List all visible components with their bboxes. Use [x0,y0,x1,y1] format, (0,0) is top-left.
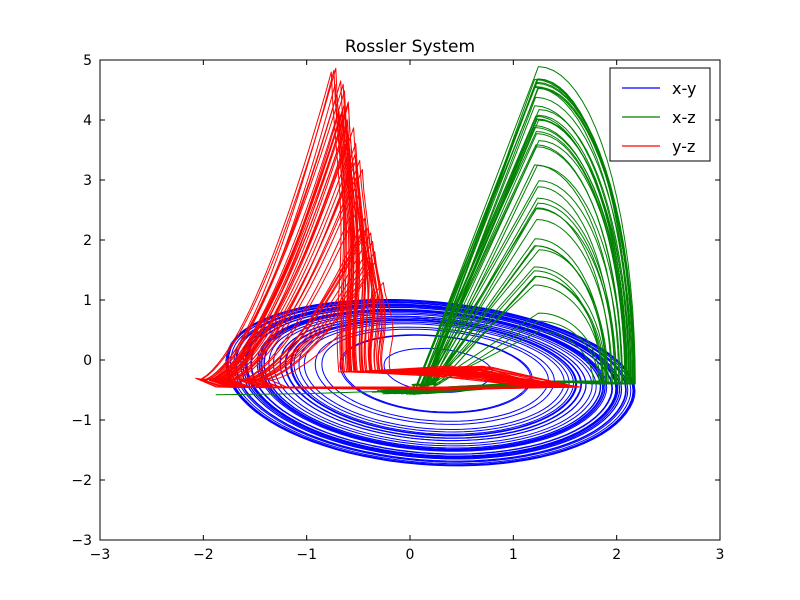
series-xz-line [386,125,627,395]
y-tick-label: 3 [83,173,92,189]
series-xy-line [227,299,634,466]
tick-labels-layer: −3 −2 −1 0 1 2 3 −3 −2 −1 0 1 2 3 4 5 [71,53,724,563]
series-yz-line [237,194,567,390]
x-tick-label: −1 [296,547,317,563]
x-tick-label: 0 [406,547,415,563]
series-yz-line [227,154,578,389]
series-xz-line [374,127,628,393]
y-tick-label: −1 [71,413,92,429]
series-yz-line [228,159,525,390]
series-yz-line [206,104,555,389]
y-tick-label: 5 [83,53,92,69]
x-tick-label: 3 [716,547,725,563]
chart-title: Rossler System [345,37,475,57]
series-xz-line [422,284,604,392]
y-tick-label: 2 [83,233,92,249]
x-tick-label: −2 [193,547,214,563]
series-xy-line [383,347,493,393]
series-xy-line [230,300,632,465]
series-yz-line [249,232,530,389]
series-yz-line [265,282,568,391]
ticks-layer [99,59,721,541]
series-xz-line [394,119,628,392]
series-xz-line [397,249,609,395]
series-xz-line [401,266,607,395]
series-xz-line [415,245,608,394]
y-tick-label: −2 [71,473,92,489]
series-xz-line [393,275,605,395]
series-yz-line [248,240,551,390]
series-yz-line [204,69,527,388]
series-xz-line [386,312,601,391]
series-yz-line [241,229,554,389]
series-xy-line [263,310,601,449]
series-xz-line [390,320,600,394]
series-xz-line [385,270,603,391]
y-tick-label: 4 [83,113,92,129]
series-xy-line [314,326,555,425]
series-layer [195,66,636,467]
series-yz-line [257,260,572,390]
legend-label-xz: x-z [672,108,696,127]
x-tick-label: 1 [509,547,518,563]
y-tick-label: 0 [83,353,92,369]
series-xy-line [321,328,549,422]
legend-label-xy: x-y [672,79,696,98]
legend-label-yz: y-z [672,137,695,156]
x-tick-label: −3 [90,547,111,563]
series-yz-line [249,256,560,389]
series-xz-line [380,144,623,392]
series-xz-line [386,66,636,392]
series-yz-line [217,119,581,388]
series-xy-line [233,301,629,463]
series-xz-line [215,383,545,396]
series-yz-line [196,67,554,391]
series-xy-line [298,321,570,433]
series-xz-line [382,81,634,395]
series-xz-line [376,186,616,392]
y-tick-label: −3 [71,533,92,549]
legend: x-y x-z y-z [609,67,711,162]
series-xy-line [258,309,606,451]
x-tick-label: 2 [612,547,621,563]
series-yz-line [251,251,532,389]
series-yz-line [218,133,548,390]
series-yz-line [220,159,541,390]
series-yz-line [203,80,572,391]
series-yz-line [195,71,540,390]
series-xz-line [413,118,630,395]
y-tick-label: 1 [83,293,92,309]
series-xz-line [412,207,612,395]
series-xz-line [412,78,632,391]
series-xy-line [279,315,587,442]
series-xz-line [423,330,594,395]
series-yz-line [230,168,578,389]
